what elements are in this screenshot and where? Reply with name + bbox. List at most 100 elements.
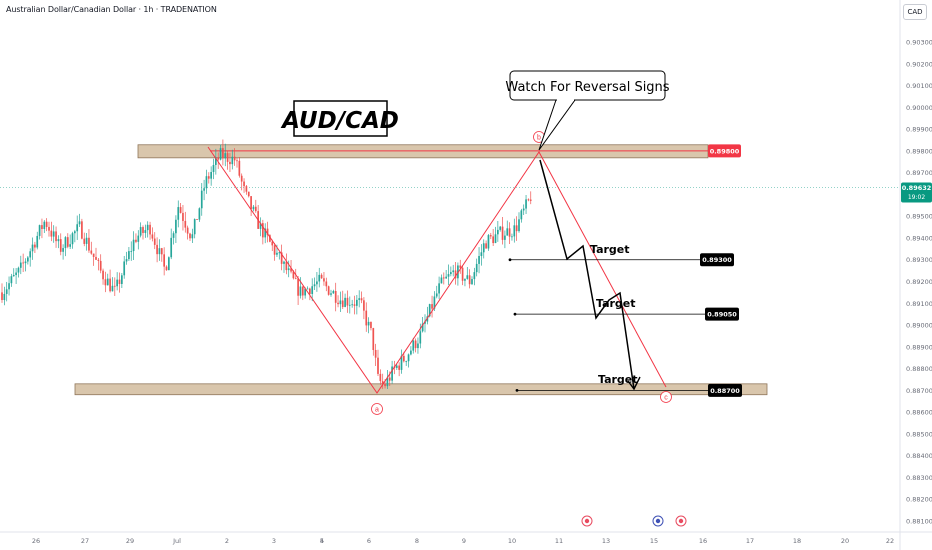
target-line-dot — [515, 388, 519, 392]
candle-body — [247, 191, 250, 197]
candle-body — [445, 276, 447, 279]
price-tick-label: 0.90200 — [906, 60, 932, 68]
candle-body — [497, 229, 499, 235]
candle-body — [57, 239, 60, 242]
candle-body — [372, 328, 375, 351]
candle-body — [175, 219, 177, 234]
price-tick-label: 0.90100 — [906, 82, 932, 90]
candle-body — [163, 254, 165, 267]
candle-body — [386, 377, 389, 387]
candle-body — [74, 231, 76, 234]
price-tick-label: 0.89300 — [906, 256, 932, 264]
candle-body — [215, 157, 217, 165]
candle-body — [254, 206, 257, 212]
candle-body — [3, 293, 6, 301]
candle-body — [90, 250, 93, 254]
event-icon-2[interactable] — [652, 515, 664, 527]
candle-body — [99, 260, 102, 271]
wave-label-text: c — [664, 395, 668, 402]
price-tick-label: 0.88600 — [906, 409, 932, 417]
candle-body — [179, 207, 182, 213]
resistance-price-badge: 0.89800 — [708, 144, 741, 158]
resistance-badge-bg — [708, 144, 741, 158]
wave-label-text: b — [537, 135, 541, 142]
candle-body — [384, 384, 386, 387]
candle-body — [421, 323, 424, 332]
candle-body — [489, 235, 492, 237]
candle-body — [518, 219, 520, 232]
candle-body — [219, 148, 222, 160]
current-price-badge-bg — [901, 182, 932, 203]
candle-body — [334, 290, 337, 303]
candle-body — [165, 266, 168, 271]
candle-body — [292, 271, 295, 279]
candle-body — [8, 283, 10, 290]
candle-body — [468, 275, 471, 285]
candle-body — [419, 331, 422, 344]
target-badge-text: 0.88700 — [710, 387, 740, 395]
price-tick-label: 0.88700 — [906, 387, 932, 395]
candle-body — [466, 275, 469, 279]
callout-box: Watch For Reversal Signs — [505, 70, 670, 151]
candle-body — [69, 244, 71, 247]
candle-body — [417, 343, 419, 349]
candle-body — [5, 289, 8, 294]
candle-body — [240, 175, 243, 182]
annotations: AUD/CAD Watch For Reversal Signs Target 0.8… — [280, 70, 742, 397]
candle-body — [262, 223, 264, 238]
candle-body — [269, 235, 271, 242]
candle-body — [309, 288, 311, 294]
target-badge-text: 0.89050 — [707, 311, 737, 319]
candle-body — [504, 235, 506, 240]
target-badge-text: 0.89300 — [702, 256, 732, 264]
candle-body — [515, 225, 518, 232]
time-tick-label: 13 — [602, 537, 610, 545]
time-tick-label: 5 — [320, 537, 324, 545]
candle-body — [511, 236, 513, 238]
price-tick-label: 0.88300 — [906, 474, 932, 482]
candle-body — [36, 235, 39, 248]
candle-body — [525, 199, 527, 209]
candle-body — [485, 243, 487, 249]
candle-body — [311, 286, 314, 294]
candle-body — [226, 153, 229, 162]
target-price-badge: 0.89300 — [700, 253, 734, 267]
candle-body — [88, 237, 90, 251]
currency-button[interactable]: CAD — [903, 4, 927, 20]
candle-body — [250, 196, 252, 210]
event-icon-1[interactable] — [581, 515, 593, 527]
price-tick-label: 0.88800 — [906, 365, 932, 373]
candle-body — [222, 148, 224, 159]
candle-body — [85, 237, 88, 244]
candle-body — [22, 262, 24, 264]
candle-body — [177, 207, 180, 220]
candle-body — [191, 234, 194, 239]
candle-body — [348, 304, 351, 306]
candle-body — [276, 252, 278, 255]
candle-body — [172, 233, 175, 238]
time-tick-label: 22 — [886, 537, 894, 545]
candles — [1, 139, 532, 390]
price-axis: 0.90300 0.90200 0.90100 0.90000 0.89900 0.898… — [899, 0, 932, 550]
candle-body — [203, 188, 205, 191]
candle-body — [196, 219, 198, 220]
price-tick-label: 0.88500 — [906, 430, 932, 438]
candle-body — [146, 224, 149, 231]
chart-title-border — [293, 100, 388, 137]
candle-body — [102, 270, 104, 280]
chart-header-title: Australian Dollar/Canadian Dollar · 1h ·… — [6, 5, 217, 14]
candle-body — [377, 357, 379, 374]
candle-body — [236, 160, 238, 162]
wave-lines: a b c — [207, 131, 672, 415]
candle-body — [104, 279, 107, 286]
event-icon-3[interactable] — [675, 515, 687, 527]
candle-body — [135, 239, 137, 242]
event-icon-dot — [584, 518, 590, 524]
candle-body — [464, 278, 466, 281]
candle-body — [243, 181, 245, 187]
candle-body — [130, 251, 133, 252]
candle-body — [435, 293, 438, 297]
price-tick-label: 0.89100 — [906, 300, 932, 308]
candle-body — [501, 226, 504, 240]
